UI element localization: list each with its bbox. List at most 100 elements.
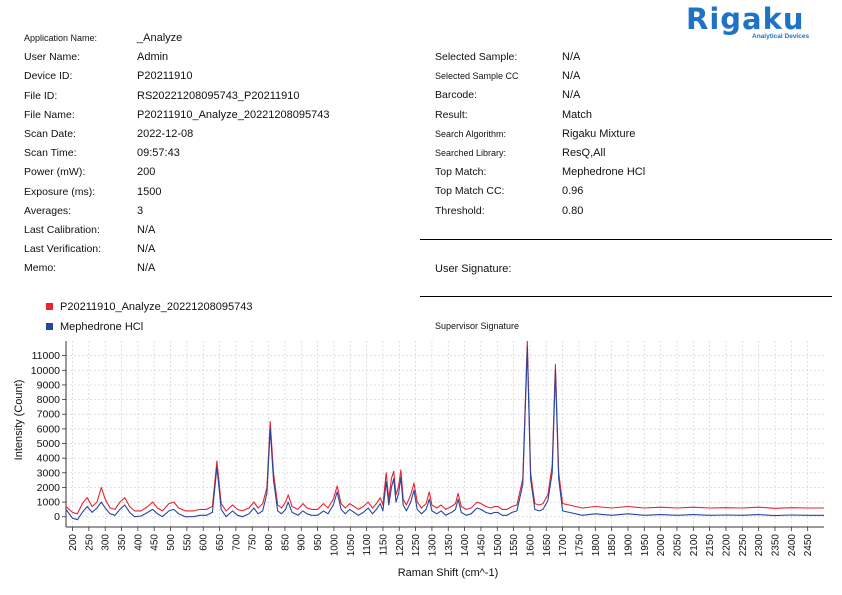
x-tick-label: 1550 [509,534,520,557]
user-signature-label: User Signature: [435,263,512,275]
rigaku-logo: Rigaku Analytical Devices [686,2,836,40]
x-tick-label: 950 [313,534,324,551]
y-tick-label: 7000 [37,409,61,421]
info-left-field-label: Last Verification: [24,243,102,256]
y-tick-label: 10000 [31,365,60,377]
x-tick-label: 1800 [591,534,602,557]
info-right-field-value: 0.96 [562,185,584,198]
info-right-field-label: Barcode: [435,89,478,102]
logo-tagline: Analytical Devices [752,33,810,40]
x-tick-label: 1350 [444,534,455,557]
x-tick-label: 1900 [623,534,634,557]
supervisor-signature-label: Supervisor Signature [435,321,520,331]
info-left-field-value: 1500 [137,185,162,198]
legend-label-sample: P20211910_Analyze_20221208095743 [60,301,253,313]
info-left-field-label: File Name: [24,108,75,121]
info-left-field-value: 2022-12-08 [137,128,194,140]
info-right-field-value: Rigaku Mixture [562,127,636,140]
info-right-field-label: Selected Sample: [435,51,518,63]
info-left-field-value: 200 [137,166,156,179]
x-axis-label: Raman Shift (cm^-1) [398,567,499,579]
legend-swatch-reference [46,323,53,330]
info-right-field-value: N/A [562,70,581,83]
x-tick-label: 850 [280,534,291,551]
info-right-field-label: Searched Library: [435,148,507,158]
x-tick-label: 900 [297,534,308,551]
info-left-field-value: N/A [137,262,156,275]
x-tick-label: 450 [150,534,161,551]
x-tick-label: 750 [248,534,259,551]
info-right-field-value: ResQ,All [562,147,606,159]
x-tick-label: 2400 [787,534,798,557]
info-left-field-value: RS20221208095743_P20211910 [137,89,300,102]
info-right-field-value: N/A [562,89,581,102]
info-left-field-label: Memo: [24,262,57,275]
y-tick-label: 1000 [37,497,61,509]
info-left-field-label: File ID: [24,89,58,102]
info-left-field-label: Scan Time: [24,147,77,160]
info-left-field-value: 09:57:43 [137,147,180,160]
x-tick-label: 1150 [378,534,389,556]
info-left-field-value: P20211910 [137,70,193,83]
x-tick-label: 200 [68,534,79,551]
x-tick-label: 1450 [476,534,487,557]
info-left-field-value: _Analyze [137,32,183,44]
x-tick-label: 1000 [329,534,340,557]
y-tick-label: 4000 [37,453,61,465]
info-left-field-value: Admin [137,51,169,64]
y-tick-label: 8000 [37,394,61,406]
info-left-field-label: Device ID: [24,70,73,83]
info-right-field-label: Result: [435,108,468,121]
info-right-field-label: Selected Sample CC [435,71,519,82]
x-tick-label: 350 [117,534,128,551]
x-tick-label: 2000 [656,534,667,557]
info-right-field-label: Top Match: [435,166,487,179]
x-tick-label: 250 [84,534,95,551]
info-right-field-label: Threshold: [435,204,485,217]
signature-divider-bottom [420,296,832,297]
x-tick-label: 1050 [346,534,357,557]
info-right-field-value: Mephedrone HCl [562,166,646,179]
x-tick-label: 1100 [362,534,373,556]
x-tick-label: 550 [182,534,193,551]
info-left-field-label: Scan Date: [24,128,76,140]
info-left-field-label: User Name: [24,51,81,64]
chart-axes: 200 250 300 350 400 450 500 550 600 650 700 750 800 8… [31,341,824,556]
info-right-field-label: Search Algorithm: [435,128,507,139]
x-tick-label: 2050 [672,534,683,557]
legend-label-reference: Mephedrone HCl [60,321,144,333]
y-tick-label: 6000 [37,423,61,435]
info-right-field-value: 0.80 [562,204,584,217]
info-right-field-value: Match [562,108,592,121]
series-line-sample [66,341,824,515]
signature-divider-top [420,239,832,240]
info-left-field-value: N/A [137,243,156,256]
info-left-field-value: N/A [137,224,156,236]
x-tick-label: 2300 [754,534,765,557]
x-tick-label: 1600 [525,534,536,557]
x-tick-label: 500 [166,534,177,551]
x-tick-label: 1500 [493,534,504,557]
info-right-field-value: N/A [562,51,581,63]
x-tick-label: 2100 [689,534,700,557]
info-left-field-label: Last Calibration: [24,224,100,236]
x-tick-label: 400 [133,534,144,551]
info-left-field-value: P20211910_Analyze_20221208095743 [137,108,330,121]
y-tick-label: 3000 [37,467,61,479]
x-tick-label: 1650 [542,534,553,557]
chart-grid [66,341,824,527]
y-axis-label: Intensity (Count) [13,380,25,461]
chart-series [66,341,824,521]
x-tick-label: 1950 [640,534,651,557]
x-tick-label: 700 [231,534,242,551]
x-tick-label: 2150 [705,534,716,557]
logo-brand: Rigaku [686,2,805,36]
y-tick-label: 5000 [37,438,61,450]
info-left-field-label: Application Name: [24,33,98,43]
x-tick-label: 1200 [395,534,406,557]
y-tick-label: 11000 [32,350,61,362]
y-tick-label: 2000 [37,482,61,494]
info-right-field-label: Top Match CC: [435,185,505,198]
x-tick-label: 800 [264,534,275,551]
